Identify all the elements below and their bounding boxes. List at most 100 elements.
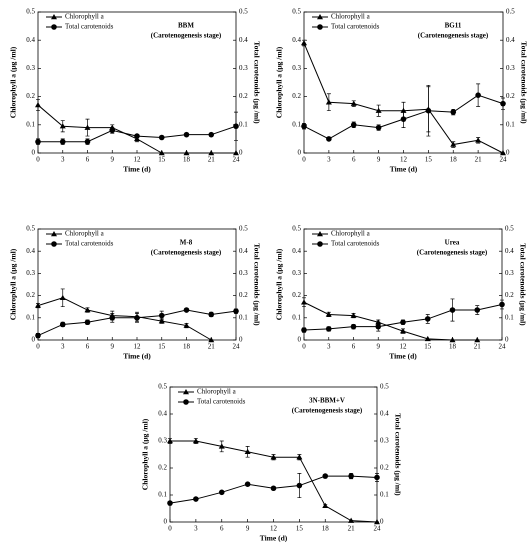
point: [244, 481, 251, 488]
y-tick-label: 0.5: [292, 225, 301, 233]
point: [449, 307, 456, 313]
y-tick-label: 0.4: [292, 36, 301, 44]
x-tick-label: 15: [296, 525, 304, 533]
x-tick-label: 3: [327, 343, 331, 351]
point: [134, 315, 140, 321]
point: [325, 326, 332, 332]
y-axis-label: Chlorophyll a (μg /ml): [141, 418, 150, 490]
x-tick-label: 6: [220, 525, 224, 533]
x-tick-label: 3: [194, 525, 198, 533]
point: [350, 122, 357, 128]
point: [326, 136, 332, 142]
point: [233, 150, 239, 156]
chart-panel: 0 0.1 0.2 0.3 0.4 0.5 0 0.1 0.2 0.3 0.4 0.5 0 3 6 9 12 15…: [141, 383, 403, 543]
x-tick-label: 9: [246, 525, 250, 533]
y-tick-label: 0.2: [158, 464, 167, 472]
x-tick-label: 21: [475, 156, 483, 164]
annotation-title: BG11: [445, 22, 462, 30]
legend-label: Total carotenoids: [65, 23, 114, 31]
legend-label: Total carotenoids: [331, 23, 380, 31]
x-tick-label: 18: [183, 343, 191, 351]
point: [158, 134, 165, 141]
y2-tick-label: 0: [239, 149, 243, 157]
x-tick-label: 12: [134, 156, 142, 164]
point: [84, 307, 91, 313]
legend-marker: [183, 389, 189, 395]
point: [325, 99, 332, 105]
point: [301, 299, 307, 305]
point: [375, 319, 382, 325]
legend-symbol: [317, 14, 323, 20]
point: [375, 107, 382, 113]
legend-label: Total carotenoids: [197, 398, 246, 406]
point: [475, 92, 481, 98]
y-tick-label: 0.3: [26, 269, 35, 277]
y2-tick-label: 0.4: [506, 36, 515, 44]
point: [158, 150, 165, 156]
point: [424, 316, 431, 322]
x-tick-label: 18: [450, 156, 458, 164]
legend-symbol: [51, 231, 57, 237]
series-line: [303, 301, 478, 341]
y2-tick-label: 0.5: [239, 225, 248, 233]
y2-tick-label: 0.1: [239, 120, 248, 128]
x-tick-label: 6: [352, 156, 356, 164]
point: [375, 124, 382, 131]
legend-label: Chlorophyll a: [65, 230, 105, 238]
point: [499, 301, 505, 308]
y2-tick-label: 0: [506, 149, 510, 157]
legend-marker: [317, 24, 323, 30]
y2-axis-label: Total carotenoids (μg /ml): [252, 41, 261, 124]
y-tick-label: 0: [164, 518, 168, 526]
chart-panel: 0 0.1 0.2 0.3 0.4 0.5 0 0.1 0.2 0.3 0.4 0.5 0 3 6 9 12 15…: [9, 225, 262, 361]
y-tick-label: 0.5: [26, 8, 35, 16]
y-tick-label: 0.3: [158, 437, 167, 445]
x-tick-label: 18: [183, 156, 191, 164]
point: [301, 327, 307, 333]
point: [450, 141, 457, 147]
x-tick-label: 9: [377, 156, 381, 164]
legend-symbol: [183, 399, 189, 405]
x-tick-label: 0: [168, 525, 172, 533]
y2-axis-label: Total carotenoids (μg /ml): [252, 243, 261, 326]
y2-tick-label: 0.1: [380, 491, 389, 499]
x-tick-label: 6: [352, 343, 356, 351]
point: [322, 473, 329, 479]
x-tick-label: 12: [134, 343, 142, 351]
point: [296, 454, 303, 460]
x-tick-label: 24: [233, 156, 241, 164]
point: [301, 40, 307, 46]
x-tick-label: 21: [474, 343, 482, 351]
point: [270, 485, 277, 492]
x-tick-label: 3: [61, 156, 65, 164]
point: [400, 319, 406, 326]
y-tick-label: 0.1: [292, 120, 301, 128]
y-tick-label: 0.5: [158, 383, 167, 391]
annotation-title: BBM: [178, 22, 194, 30]
annotation-title: Urea: [445, 239, 460, 247]
y2-tick-label: 0.4: [505, 247, 514, 255]
point: [348, 473, 354, 479]
x-tick-label: 15: [424, 343, 432, 351]
y-tick-label: 0.3: [292, 64, 301, 72]
legend-symbol: [183, 389, 189, 395]
point: [233, 123, 239, 130]
y-tick-label: 0.2: [292, 291, 301, 299]
y2-tick-label: 0.4: [239, 36, 248, 44]
point: [59, 138, 66, 145]
x-tick-label: 24: [500, 156, 508, 164]
annotation-subtitle: (Carotenogenesis stage): [292, 407, 363, 415]
y-tick-label: 0.1: [26, 313, 35, 321]
y2-tick-label: 0.2: [505, 291, 514, 299]
x-tick-label: 9: [111, 156, 115, 164]
x-tick-label: 0: [36, 343, 40, 351]
point: [374, 474, 380, 481]
y2-tick-label: 0.2: [380, 464, 389, 472]
y2-tick-label: 0: [505, 336, 509, 344]
y2-tick-label: 0.3: [239, 64, 248, 72]
y2-tick-label: 0.5: [506, 8, 515, 16]
x-tick-label: 15: [158, 156, 166, 164]
y2-tick-label: 0.1: [505, 313, 514, 321]
legend-label: Chlorophyll a: [331, 13, 371, 21]
